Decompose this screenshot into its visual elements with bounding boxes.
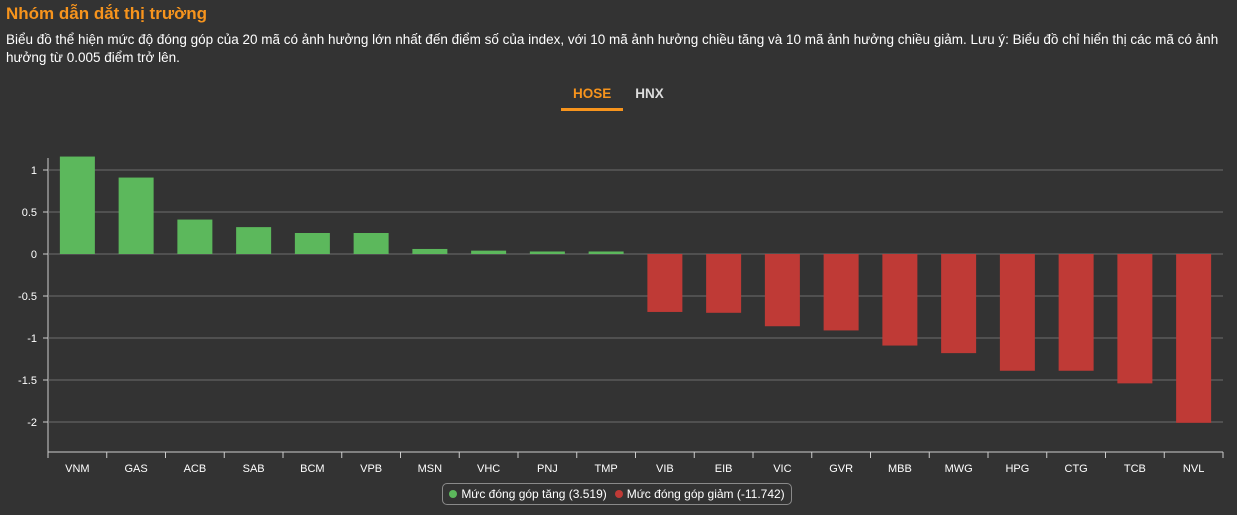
x-tick-label: VNM xyxy=(65,463,89,475)
y-tick-label: 1 xyxy=(31,165,37,177)
x-tick-label: VPB xyxy=(360,463,382,475)
bar-mbb[interactable] xyxy=(882,254,918,346)
exchange-tabs: HOSE HNX xyxy=(561,84,676,111)
bar-msn[interactable] xyxy=(412,248,448,254)
x-tick-label: TCB xyxy=(1124,463,1146,475)
bar-pnj[interactable] xyxy=(529,251,565,254)
legend-label-decrease: Mức đóng góp giảm (-11.742) xyxy=(626,487,785,501)
increase-dot-icon xyxy=(449,490,458,498)
legend-label-increase: Mức đóng góp tăng (3.519) xyxy=(461,487,607,501)
bar-vhc[interactable] xyxy=(471,250,507,254)
bar-vib[interactable] xyxy=(647,254,683,312)
bar-mwg[interactable] xyxy=(941,254,977,354)
bar-bcm[interactable] xyxy=(294,233,330,254)
y-tick-label: -2 xyxy=(27,417,37,429)
x-tick-label: BCM xyxy=(300,463,324,475)
bar-acb[interactable] xyxy=(177,219,213,254)
chart-legend: Mức đóng góp tăng (3.519) Mức đóng góp g… xyxy=(442,483,792,505)
bar-eib[interactable] xyxy=(706,254,742,313)
x-tick-label: MBB xyxy=(888,463,912,475)
y-tick-label: -1 xyxy=(27,333,37,345)
x-tick-label: EIB xyxy=(715,463,733,475)
x-tick-label: MWG xyxy=(945,463,973,475)
bar-gas[interactable] xyxy=(118,177,154,254)
x-tick-label: TMP xyxy=(595,463,618,475)
x-tick-label: GVR xyxy=(829,463,853,475)
bar-nvl[interactable] xyxy=(1176,254,1212,423)
bar-vpb[interactable] xyxy=(353,233,389,254)
legend-item-decrease[interactable]: Mức đóng góp giảm (-11.742) xyxy=(614,487,785,501)
bar-sab[interactable] xyxy=(236,227,272,254)
legend-item-increase[interactable]: Mức đóng góp tăng (3.519) xyxy=(449,487,607,501)
contribution-bar-chart: 1 0.5 0 -0.5 -1 -1.5 -2 VNM GAS ACB SAB BCM VPB MSN VH… xyxy=(18,156,1224,475)
y-tick-label: -0.5 xyxy=(18,291,37,303)
x-tick-label: NVL xyxy=(1183,463,1204,475)
tab-hose[interactable]: HOSE xyxy=(561,84,624,111)
page-title: Nhóm dẫn dắt thị trường xyxy=(6,4,207,23)
x-tick-label: GAS xyxy=(125,463,148,475)
x-tick-label: VIC xyxy=(773,463,791,475)
bar-vnm[interactable] xyxy=(59,156,95,254)
bar-hpg[interactable] xyxy=(999,254,1035,371)
x-tick-label: HPG xyxy=(1005,463,1029,475)
y-tick-label: 0 xyxy=(31,249,37,261)
x-tick-label: CTG xyxy=(1065,463,1088,475)
bar-vic[interactable] xyxy=(764,254,800,327)
x-tick-label: ACB xyxy=(184,463,207,475)
decrease-dot-icon xyxy=(614,490,623,498)
y-tick-label: 0.5 xyxy=(22,207,37,219)
bar-gvr[interactable] xyxy=(823,254,859,331)
x-tick-label: MSN xyxy=(418,463,443,475)
tab-hnx[interactable]: HNX xyxy=(635,86,664,101)
bar-tcb[interactable] xyxy=(1117,254,1153,384)
bar-ctg[interactable] xyxy=(1058,254,1094,371)
bar-tmp[interactable] xyxy=(588,251,624,254)
x-tick-label: VIB xyxy=(656,463,674,475)
chart-description: Biểu đồ thể hiện mức độ đóng góp của 20 … xyxy=(6,32,1219,65)
x-tick-label: SAB xyxy=(243,463,265,475)
x-tick-label: VHC xyxy=(477,463,500,475)
y-tick-label: -1.5 xyxy=(18,375,37,387)
x-tick-label: PNJ xyxy=(537,463,558,475)
